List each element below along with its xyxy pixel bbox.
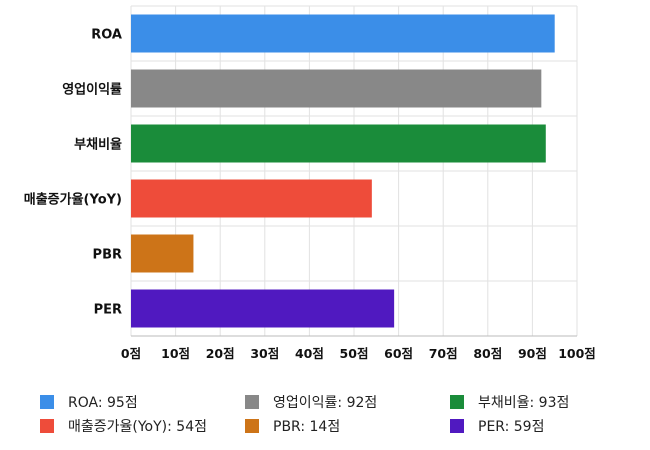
category-label-5: PER: [94, 303, 122, 318]
legend-swatch-roa: [40, 395, 54, 409]
legend-text-operating-margin: 영업이익률: 92점: [273, 395, 378, 411]
legend-item-roa: ROA: 95점: [40, 392, 138, 412]
legend-item-pbr: PBR: 14점: [245, 416, 340, 436]
category-label-2: 부채비율: [74, 137, 122, 153]
legend-item-per: PER: 59점: [450, 416, 544, 436]
x-tick-label-1: 10점: [161, 346, 190, 361]
bar-5: [131, 289, 395, 328]
x-tick-label-8: 80점: [473, 346, 502, 361]
x-tick-label-0: 0점: [121, 346, 141, 361]
legend-swatch-sales-growth: [40, 419, 54, 433]
legend-item-sales-growth: 매출증가율(YoY): 54점: [40, 416, 207, 436]
legend-swatch-operating-margin: [245, 395, 259, 409]
legend-text-pbr: PBR: 14점: [273, 419, 341, 435]
bar-4: [131, 234, 194, 273]
legend-text-debt-ratio: 부채비율: 93점: [478, 395, 570, 411]
bar-3: [131, 179, 372, 218]
category-label-4: PBR: [93, 248, 122, 263]
x-tick-label-6: 60점: [384, 346, 413, 361]
x-tick-label-10: 100점: [558, 346, 596, 361]
x-tick-label-5: 50점: [340, 346, 369, 361]
bar-2: [131, 124, 546, 163]
legend-swatch-per: [450, 419, 464, 433]
x-tick-label-2: 20점: [206, 346, 235, 361]
legend-text-sales-growth: 매출증가율(YoY): 54점: [68, 419, 207, 435]
x-tick-label-7: 70점: [429, 346, 458, 361]
legend-item-debt-ratio: 부채비율: 93점: [450, 392, 569, 412]
bar-0: [131, 14, 555, 53]
legend-text-roa: ROA: 95점: [68, 395, 138, 411]
category-label-1: 영업이익률: [62, 82, 122, 98]
bar-1: [131, 69, 542, 108]
x-tick-label-9: 90점: [518, 346, 547, 361]
legend-swatch-debt-ratio: [450, 395, 464, 409]
legend-text-per: PER: 59점: [478, 419, 545, 435]
legend-swatch-pbr: [245, 419, 259, 433]
x-tick-label-4: 40점: [295, 346, 324, 361]
category-label-0: ROA: [91, 28, 122, 43]
category-label-3: 매출증가율(YoY): [24, 192, 122, 208]
x-tick-label-3: 30점: [250, 346, 279, 361]
legend-item-operating-margin: 영업이익률: 92점: [245, 392, 377, 412]
